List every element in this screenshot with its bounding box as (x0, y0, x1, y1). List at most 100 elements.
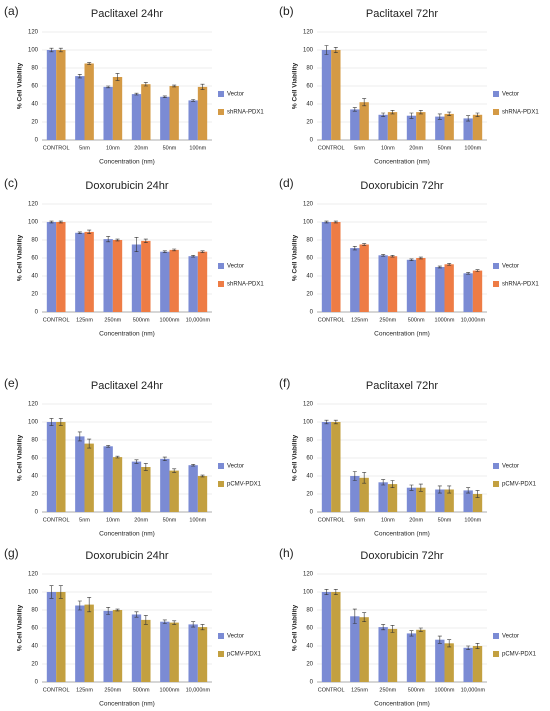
bar (472, 270, 483, 312)
bar (46, 50, 57, 140)
y-tick-label: 120 (303, 30, 314, 36)
y-tick-label: 20 (31, 120, 38, 126)
bar (75, 605, 85, 682)
error-bar (87, 62, 92, 65)
panel-label: (d) (279, 176, 294, 190)
y-tick-label: 40 (31, 274, 38, 280)
error-bar (191, 621, 196, 628)
error-bar (390, 255, 395, 258)
x-tick-label: 500nm (408, 687, 425, 693)
y-tick-label: 120 (28, 202, 39, 208)
bar (406, 487, 417, 512)
bar (444, 643, 454, 682)
error-bar (475, 112, 480, 117)
bar (387, 256, 398, 312)
error-bar (409, 258, 414, 261)
error-bar (466, 645, 471, 650)
legend-label: pCMV-PDX1 (227, 652, 262, 658)
x-tick-label: 5nm (79, 517, 90, 523)
legend-label: pCMV-PDX1 (502, 482, 537, 488)
error-bar (418, 110, 423, 115)
error-bar (134, 237, 139, 252)
y-tick-label: 20 (31, 492, 38, 498)
bar (188, 100, 198, 140)
x-tick-label: 100nm (189, 145, 206, 151)
error-bar (437, 113, 442, 120)
x-tick-label: 100nm (464, 517, 481, 523)
bar (435, 267, 445, 312)
bar (378, 114, 388, 140)
error-bar (381, 479, 386, 486)
bar (169, 470, 179, 512)
y-tick-label: 0 (35, 510, 39, 516)
bar (169, 622, 179, 682)
legend-swatch (218, 281, 224, 287)
panel-label: (b) (279, 4, 294, 18)
bar (112, 240, 123, 312)
error-bar (447, 263, 452, 266)
error-bar (409, 112, 414, 119)
y-tick-label: 80 (31, 238, 38, 244)
error-bar (447, 111, 452, 116)
bar (197, 476, 208, 512)
panel-label: (e) (4, 376, 19, 390)
x-tick-label: 50nm (438, 517, 452, 523)
x-tick-label: 20nm (409, 517, 423, 523)
error-bar (143, 615, 148, 625)
error-bar (352, 471, 357, 481)
error-bar (200, 624, 205, 631)
legend-swatch (218, 263, 224, 269)
y-tick-label: 60 (31, 84, 38, 90)
x-tick-label: 1000nm (435, 317, 455, 323)
error-bar (134, 459, 139, 464)
error-bar (352, 246, 357, 251)
error-bar (333, 220, 338, 224)
y-tick-label: 80 (31, 66, 38, 72)
bar (46, 422, 57, 512)
error-bar (200, 474, 205, 478)
legend-label: Vector (502, 634, 519, 640)
x-tick-label: 100nm (464, 145, 481, 151)
legend-swatch (493, 109, 499, 115)
bar (331, 422, 341, 512)
bar (321, 222, 332, 312)
error-bar (106, 445, 111, 448)
error-bar (324, 589, 329, 595)
bar (56, 422, 66, 512)
y-tick-label: 20 (306, 292, 313, 298)
bar (197, 627, 208, 682)
y-tick-label: 80 (31, 608, 38, 614)
legend-label: Vector (227, 264, 244, 270)
error-bar (106, 236, 111, 243)
legend-label: pCMV-PDX1 (502, 652, 537, 658)
error-bar (143, 238, 148, 243)
y-tick-label: 60 (31, 626, 38, 632)
bar (56, 222, 66, 312)
error-bar (475, 490, 480, 498)
panel-label: (g) (4, 546, 19, 560)
error-bar (191, 99, 196, 102)
x-tick-label: 5nm (354, 145, 365, 151)
error-bar (200, 83, 205, 90)
x-tick-label: 250nm (379, 687, 396, 693)
legend-label: Vector (502, 92, 519, 98)
bar (112, 457, 123, 512)
bar (331, 50, 341, 140)
bar (103, 239, 113, 312)
y-tick-label: 120 (303, 402, 314, 408)
error-bar (143, 463, 148, 471)
bar (350, 248, 360, 312)
error-bar (77, 231, 82, 234)
x-tick-label: 50nm (438, 145, 452, 151)
bar (378, 627, 388, 682)
y-tick-label: 60 (306, 84, 313, 90)
error-bar (58, 47, 63, 53)
error-bar (447, 485, 452, 494)
y-tick-label: 80 (306, 66, 313, 72)
y-tick-label: 100 (28, 420, 39, 426)
error-bar (162, 95, 167, 98)
legend-swatch (493, 281, 499, 287)
y-tick-label: 20 (31, 662, 38, 668)
x-tick-label: 1000nm (160, 687, 180, 693)
legend-swatch (493, 651, 499, 657)
